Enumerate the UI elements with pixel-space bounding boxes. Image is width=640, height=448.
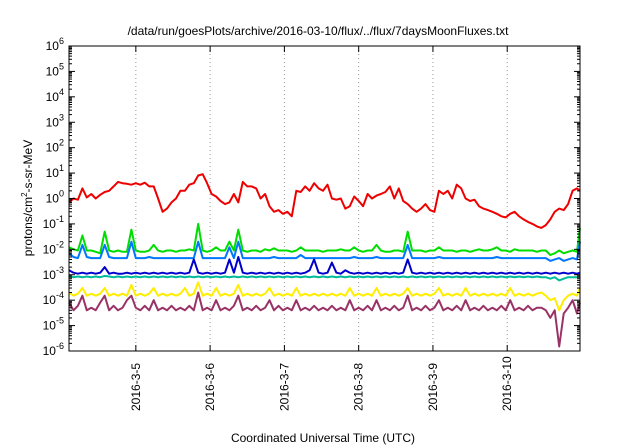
series-line-2	[68, 240, 581, 262]
series-line-1	[68, 222, 581, 256]
x-tick-label: 2016-3-10	[500, 356, 514, 411]
y-tick-label-sup: -5	[56, 316, 64, 326]
chart-title: /data/run/goesPlots/archive/2016-03-10/f…	[128, 24, 510, 38]
y-tick-label-sup: 3	[59, 112, 64, 122]
y-tick-label-sup: 6	[59, 36, 64, 46]
y-tick-label-base: 10	[46, 141, 60, 155]
series-line-7	[68, 173, 581, 229]
y-tick-label-sup: 2	[59, 138, 64, 148]
y-tick-label: 10-5	[43, 316, 64, 333]
y-tick-label-base: 10	[46, 166, 60, 180]
y-tick-label: 101	[46, 163, 64, 180]
y-tick-label-sup: -2	[56, 239, 64, 249]
y-axis-label-sup: 2	[20, 192, 29, 197]
x-tick-label: 2016-3-6	[203, 363, 217, 411]
y-tick-label: 10-3	[43, 265, 64, 282]
y-tick-label-sup: 5	[59, 61, 64, 71]
y-tick-label-base: 10	[46, 115, 60, 129]
y-tick-label: 100	[46, 189, 64, 206]
x-axis-label: Coordinated Universal Time (UTC)	[231, 431, 415, 445]
y-tick-label: 104	[46, 87, 64, 104]
y-tick-label-base: 10	[46, 39, 60, 53]
y-tick-label: 105	[46, 61, 64, 78]
y-tick-label: 106	[46, 36, 64, 53]
y-axis-label-base: protons/cm	[21, 197, 35, 256]
y-axis-ticks: 10610510410310210110010-110-210-310-410-…	[43, 36, 580, 358]
x-grid-lines	[135, 46, 508, 351]
series-line-3	[68, 256, 581, 275]
y-tick-label: 102	[46, 138, 64, 155]
series-line-5	[68, 281, 581, 312]
y-tick-label-base: 10	[43, 268, 57, 282]
x-tick-label: 2016-3-7	[277, 363, 291, 411]
x-tick-label: 2016-3-9	[426, 363, 440, 411]
y-axis-label: protons/cm2-s-sr-MeV	[20, 140, 35, 256]
series-line-4	[68, 274, 581, 282]
y-tick-label: 10-6	[43, 341, 64, 358]
y-tick-label-sup: -4	[56, 290, 64, 300]
y-tick-label: 103	[46, 112, 64, 129]
y-tick-label-base: 10	[46, 64, 60, 78]
y-tick-label-base: 10	[46, 192, 60, 206]
y-tick-label-sup: 1	[59, 163, 64, 173]
y-tick-label-base: 10	[43, 344, 57, 358]
x-tick-label: 2016-3-8	[352, 363, 366, 411]
series-line-6	[68, 291, 581, 348]
y-axis-label-rest: -s-sr-MeV	[21, 140, 35, 193]
y-tick-label-base: 10	[43, 217, 57, 231]
y-tick-label-sup: -1	[56, 214, 64, 224]
y-tick-label: 10-1	[43, 214, 64, 231]
y-tick-label: 10-2	[43, 239, 64, 256]
series-lines	[68, 173, 581, 348]
y-tick-label-base: 10	[43, 242, 57, 256]
x-axis-ticks: 2016-3-5 2016-3-6 2016-3-7 2016-3-8 2016-3-9…	[129, 46, 514, 411]
y-tick-label-sup: -3	[56, 265, 64, 275]
y-tick-label-base: 10	[43, 319, 57, 333]
y-tick-label-sup: -6	[56, 341, 64, 351]
y-tick-label-base: 10	[43, 293, 57, 307]
y-tick-label-sup: 0	[59, 189, 64, 199]
x-tick-label: 2016-3-5	[129, 363, 143, 411]
y-tick-label-sup: 4	[59, 87, 64, 97]
y-tick-label: 10-4	[43, 290, 64, 307]
y-tick-label-base: 10	[46, 90, 60, 104]
